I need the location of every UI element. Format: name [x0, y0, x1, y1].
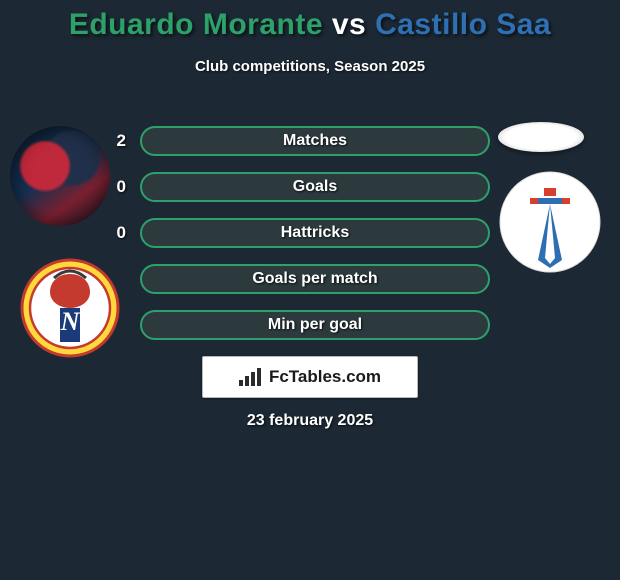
- club-b-crest: [498, 170, 602, 274]
- club-a-crest: N: [20, 258, 120, 358]
- stat-value-a: 2: [117, 120, 126, 162]
- club-b-crest-icon: [498, 170, 602, 274]
- brand-badge: FcTables.com: [202, 356, 418, 398]
- stat-label: Matches: [140, 120, 490, 162]
- page-title: Eduardo Morante vs Castillo Saa: [0, 0, 620, 42]
- stat-label: Goals per match: [140, 258, 490, 300]
- stat-label: Min per goal: [140, 304, 490, 346]
- date-text: 23 february 2025: [0, 412, 620, 430]
- title-player-b: Castillo Saa: [375, 8, 551, 41]
- club-a-crest-icon: N: [20, 258, 120, 358]
- subtitle: Club competitions, Season 2025: [0, 58, 620, 75]
- brand-text: FcTables.com: [269, 367, 381, 387]
- player-b-avatar: [498, 122, 584, 152]
- stat-label: Goals: [140, 166, 490, 208]
- stat-value-a: 0: [117, 166, 126, 208]
- player-a-avatar: [10, 126, 110, 226]
- svg-text:N: N: [60, 307, 81, 336]
- bar-chart-icon: [239, 368, 261, 386]
- title-vs: vs: [332, 8, 366, 41]
- title-player-a: Eduardo Morante: [69, 8, 323, 41]
- stat-value-a: 0: [117, 212, 126, 254]
- stat-label: Hattricks: [140, 212, 490, 254]
